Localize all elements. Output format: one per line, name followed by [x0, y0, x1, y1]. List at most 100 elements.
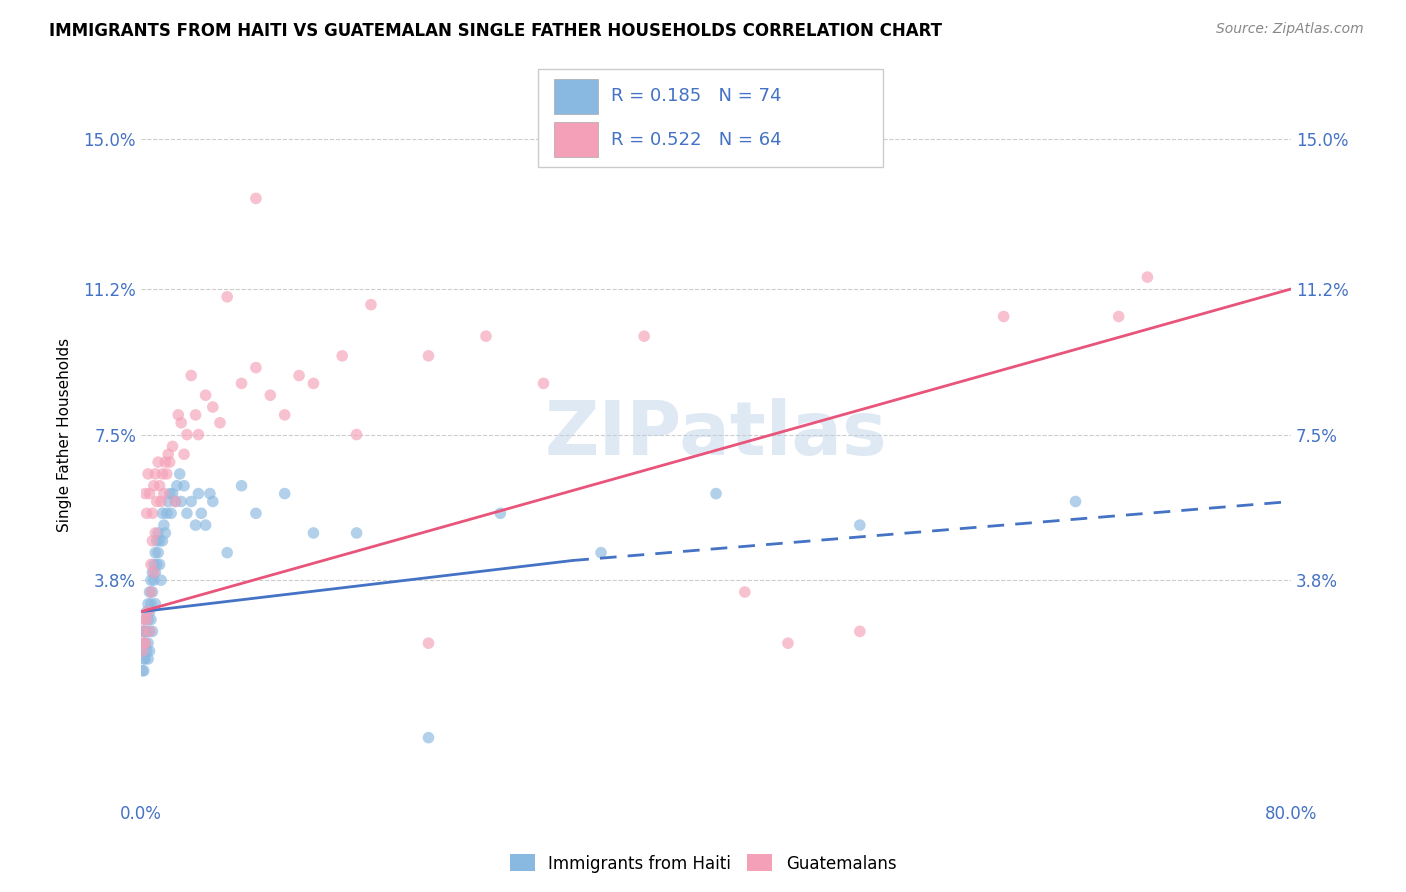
Legend: Immigrants from Haiti, Guatemalans: Immigrants from Haiti, Guatemalans	[503, 847, 903, 880]
Point	[134, 486, 156, 500]
Point	[155, 455, 177, 469]
Point	[143, 566, 166, 580]
Point	[194, 388, 217, 402]
Point	[143, 546, 166, 560]
Point	[143, 467, 166, 481]
Point	[152, 533, 174, 548]
Point	[141, 585, 163, 599]
Point	[201, 494, 224, 508]
Point	[475, 329, 498, 343]
Point	[993, 310, 1015, 324]
Point	[132, 664, 155, 678]
Point	[132, 652, 155, 666]
Point	[165, 494, 187, 508]
Point	[184, 408, 207, 422]
Point	[153, 518, 176, 533]
Point	[776, 636, 799, 650]
Point	[131, 624, 153, 639]
Point	[152, 467, 174, 481]
Point	[190, 506, 212, 520]
Point	[1136, 270, 1159, 285]
Point	[180, 368, 202, 383]
Point	[170, 416, 193, 430]
Point	[217, 546, 239, 560]
Point	[194, 518, 217, 533]
Point	[159, 486, 181, 500]
Point	[418, 349, 440, 363]
Point	[146, 525, 169, 540]
Point	[131, 644, 153, 658]
Point	[159, 455, 181, 469]
FancyBboxPatch shape	[537, 69, 883, 168]
Point	[132, 624, 155, 639]
Point	[346, 525, 368, 540]
Point	[418, 731, 440, 745]
Point	[273, 408, 295, 422]
Point	[155, 525, 177, 540]
Point	[141, 566, 163, 580]
Point	[162, 486, 184, 500]
Point	[302, 525, 325, 540]
Point	[136, 605, 159, 619]
Point	[138, 644, 160, 658]
Point	[145, 558, 167, 572]
Point	[167, 408, 190, 422]
Point	[245, 360, 267, 375]
Point	[176, 506, 198, 520]
Point	[135, 506, 157, 520]
Text: IMMIGRANTS FROM HAITI VS GUATEMALAN SINGLE FATHER HOUSEHOLDS CORRELATION CHART: IMMIGRANTS FROM HAITI VS GUATEMALAN SING…	[49, 22, 942, 40]
Point	[288, 368, 311, 383]
Point	[135, 613, 157, 627]
Point	[145, 494, 167, 508]
Point	[152, 506, 174, 520]
Point	[849, 624, 872, 639]
Point	[201, 400, 224, 414]
Point	[169, 467, 191, 481]
Text: R = 0.185   N = 74: R = 0.185 N = 74	[612, 87, 782, 105]
Point	[418, 636, 440, 650]
Point	[173, 447, 195, 461]
Point	[273, 486, 295, 500]
Point	[142, 573, 165, 587]
Point	[143, 525, 166, 540]
Point	[146, 455, 169, 469]
Point	[131, 624, 153, 639]
Point	[533, 376, 555, 391]
Point	[132, 613, 155, 627]
Point	[138, 624, 160, 639]
Point	[187, 486, 209, 500]
Point	[149, 558, 172, 572]
Point	[132, 636, 155, 650]
Point	[704, 486, 727, 500]
Point	[150, 494, 173, 508]
Point	[231, 479, 253, 493]
Point	[139, 613, 162, 627]
Point	[734, 585, 756, 599]
Point	[135, 644, 157, 658]
Point	[139, 585, 162, 599]
Point	[136, 597, 159, 611]
Point	[138, 486, 160, 500]
Point	[141, 533, 163, 548]
Text: R = 0.522   N = 64: R = 0.522 N = 64	[612, 130, 782, 149]
Point	[156, 467, 179, 481]
Point	[135, 605, 157, 619]
Point	[184, 518, 207, 533]
Point	[245, 506, 267, 520]
Point	[138, 605, 160, 619]
Point	[138, 624, 160, 639]
Point	[139, 597, 162, 611]
Point	[849, 518, 872, 533]
FancyBboxPatch shape	[554, 78, 598, 114]
Point	[142, 566, 165, 580]
Point	[131, 644, 153, 658]
FancyBboxPatch shape	[554, 122, 598, 157]
Point	[134, 624, 156, 639]
Point	[157, 494, 180, 508]
Point	[166, 479, 188, 493]
Point	[360, 298, 382, 312]
Point	[146, 546, 169, 560]
Point	[170, 494, 193, 508]
Point	[346, 427, 368, 442]
Point	[139, 558, 162, 572]
